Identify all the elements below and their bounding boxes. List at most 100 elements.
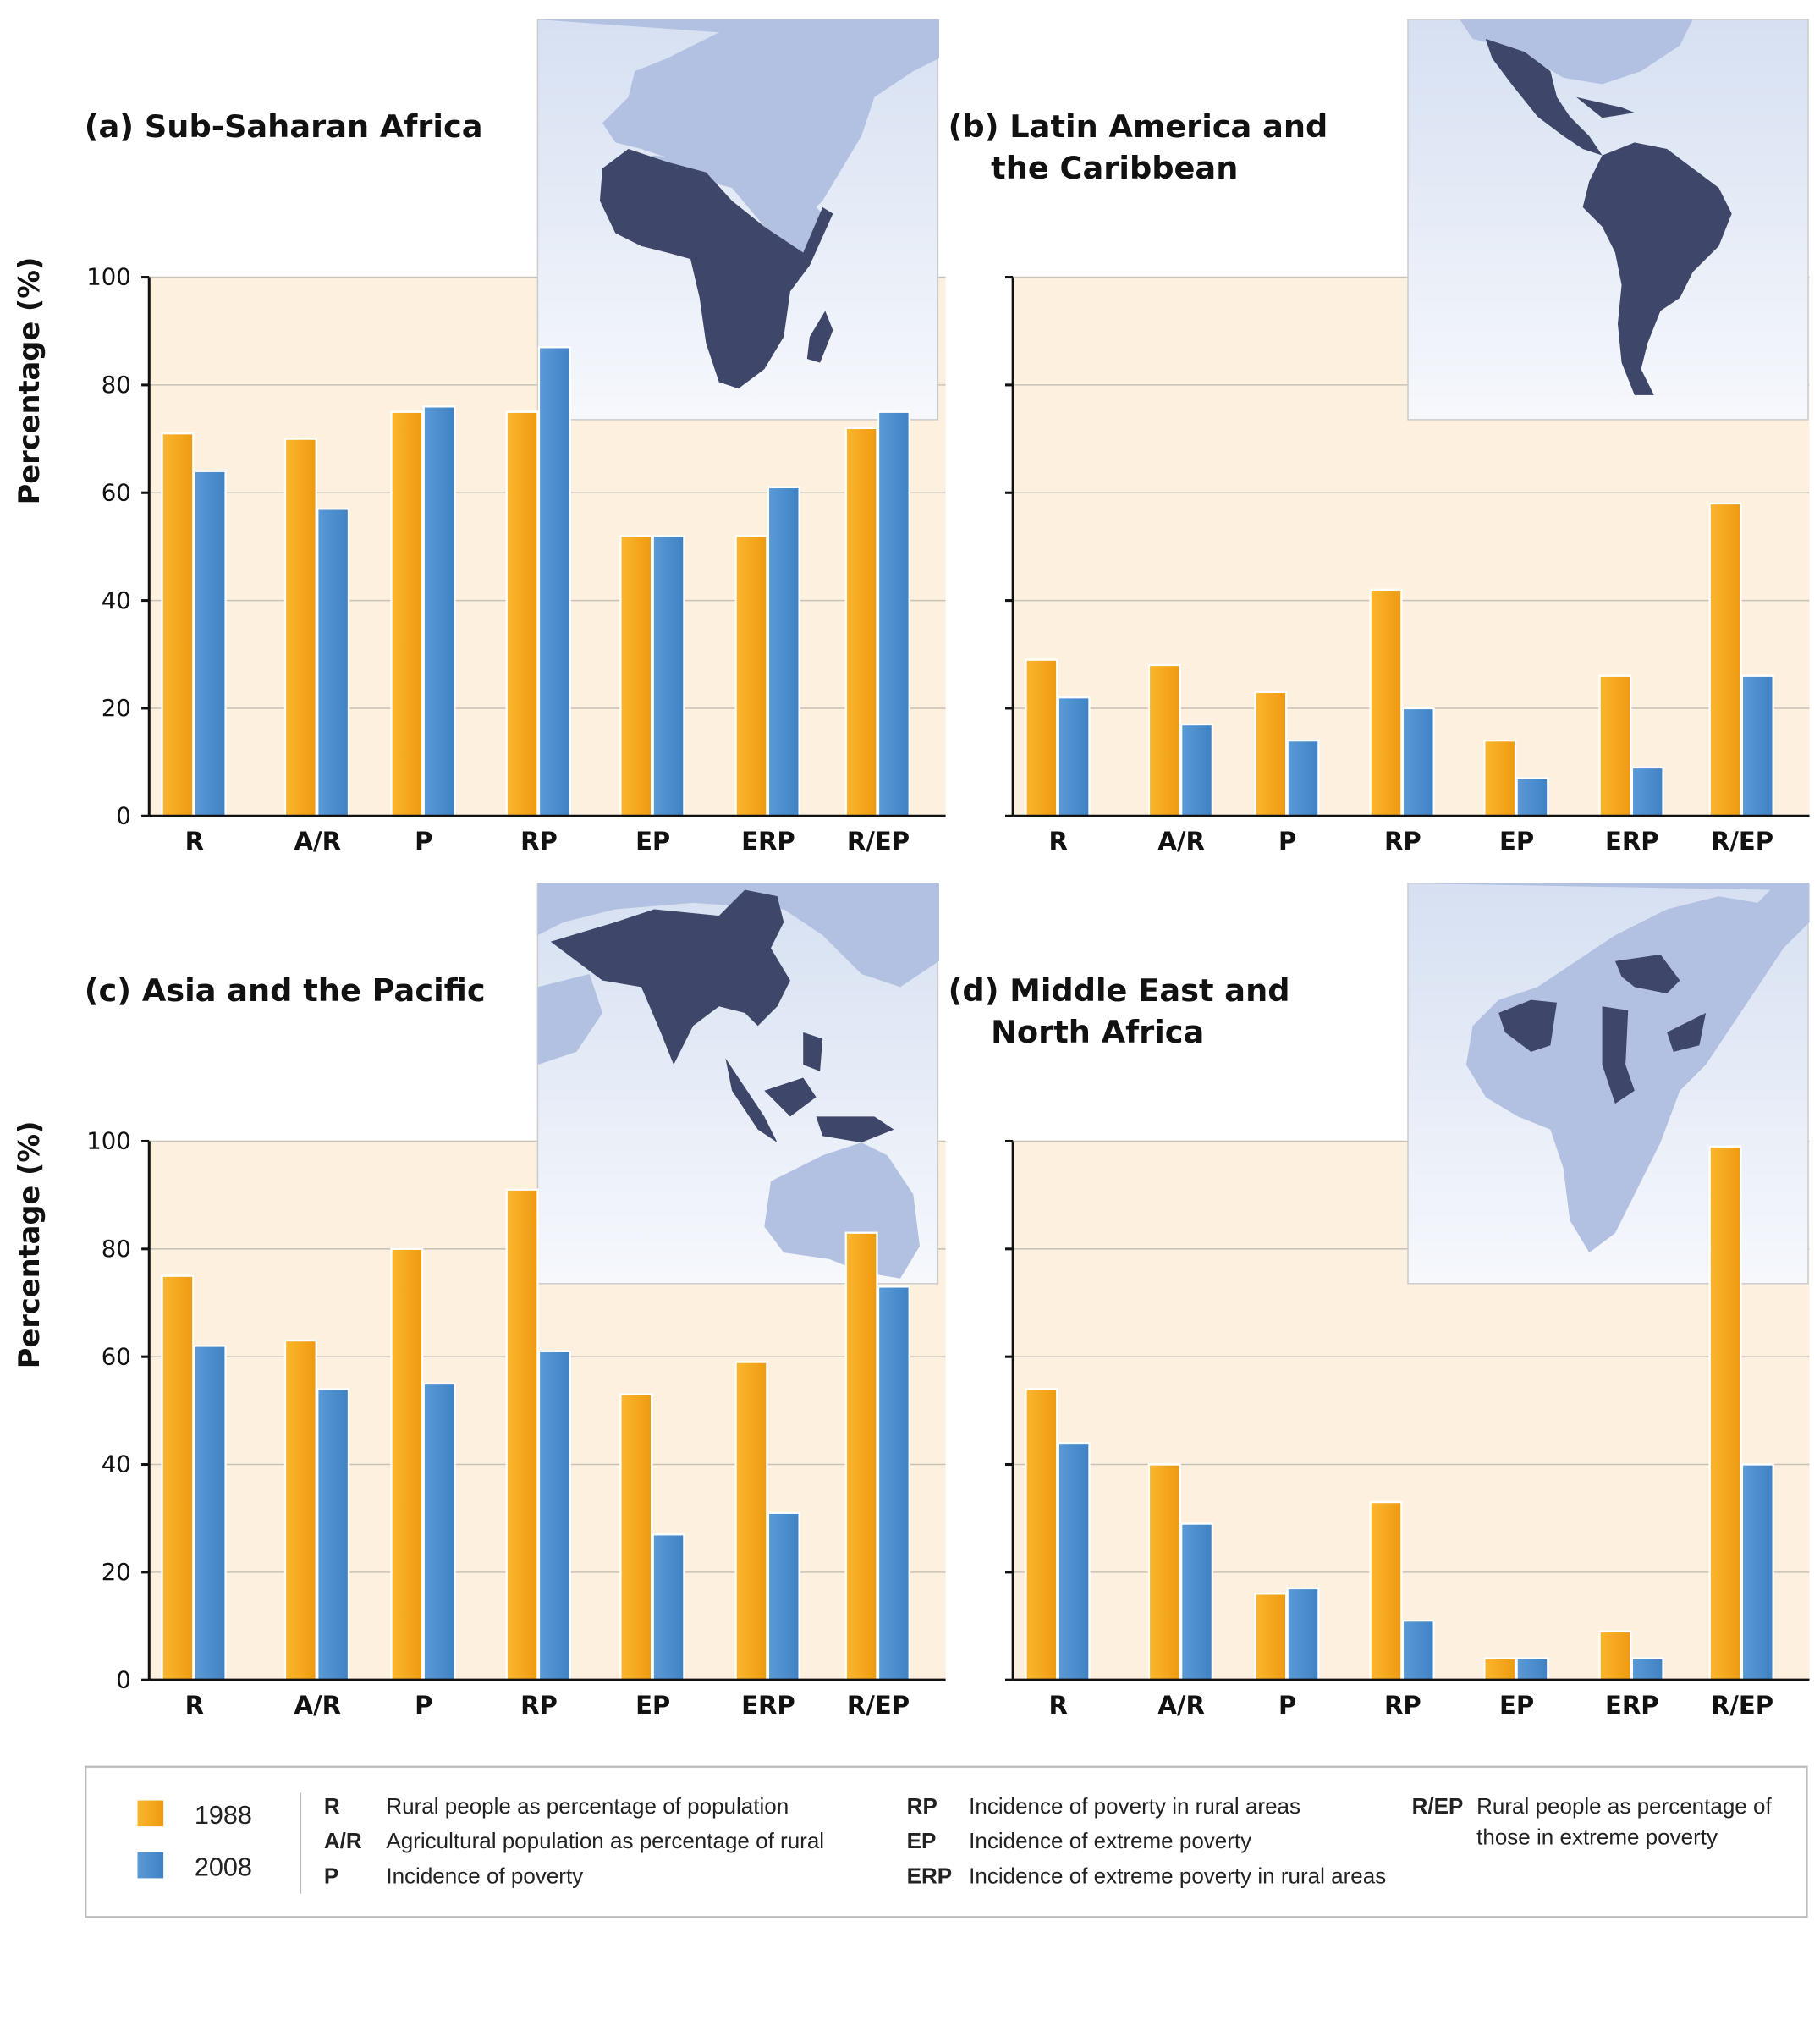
- bar-1988-ep: [1483, 1657, 1517, 1681]
- x-tick-label: R: [185, 1691, 204, 1720]
- x-tick-label: A/R: [294, 1691, 341, 1720]
- bar-1988-rp: [1369, 1500, 1403, 1681]
- bar-2008-ep: [652, 1533, 685, 1681]
- bar-2008-p: [1286, 1587, 1320, 1681]
- map-highlighted-region: [1602, 1006, 1635, 1104]
- bar-2008-r-ep: [877, 410, 910, 817]
- chart-panel-c: 0 20 40 60 80 100 R A/R P RP EP ERP R/EP (c) Asia and…: [13, 883, 946, 1720]
- map-highlighted-region: [550, 889, 790, 1065]
- bar-2008-a-r: [1180, 723, 1214, 817]
- chart-title: (a) Sub-Saharan Africa: [85, 108, 483, 145]
- bar-2008-erp: [767, 1511, 800, 1681]
- x-tick-label: A/R: [294, 827, 341, 856]
- y-tick-label: 0: [116, 802, 131, 829]
- y-tick-label: 40: [102, 587, 131, 614]
- map-land: [537, 19, 939, 227]
- map-highlighted-region: [764, 1077, 817, 1117]
- bar-1988-ep: [1483, 739, 1517, 817]
- map-highlighted-region: [1498, 999, 1558, 1052]
- chart-title: (c) Asia and the Pacific: [85, 972, 486, 1009]
- x-tick-label: RP: [1384, 1691, 1421, 1720]
- y-axis-label: Percentage (%): [13, 257, 46, 505]
- x-tick-label: P: [1278, 827, 1296, 856]
- legend: 1988 2008 R Rural people as percentage of…: [85, 1765, 1808, 1918]
- legend-definition: Rural people as percentage of population: [386, 1793, 789, 1819]
- x-tick-label: R: [1049, 1691, 1068, 1720]
- x-tick-label: A/R: [1157, 827, 1205, 856]
- bar-2008-a-r: [1180, 1522, 1214, 1681]
- bar-1988-r-ep: [844, 427, 878, 817]
- bar-2008-r: [193, 1345, 227, 1681]
- bar-1988-r-ep: [1708, 502, 1742, 817]
- y-tick-label: 40: [102, 1451, 131, 1478]
- x-tick-label: RP: [520, 827, 558, 856]
- y-tick-label: 0: [116, 1666, 131, 1693]
- bar-1988-r: [161, 1274, 195, 1681]
- bar-2008-ep: [652, 535, 685, 817]
- x-tick-label: EP: [1499, 1691, 1534, 1720]
- bar-2008-erp: [1630, 1657, 1664, 1681]
- bar-1988-rp: [505, 410, 539, 817]
- legend-definition: Incidence of poverty in rural areas: [969, 1793, 1300, 1819]
- chart-panel-a: 0 20 40 60 80 100 R A/R P RP EP ERP R/EP (a) Sub-Saha…: [13, 19, 946, 856]
- legend-definition: Incidence of poverty: [386, 1863, 583, 1889]
- map-inset: [536, 883, 939, 1285]
- bar-1988-erp: [1598, 1630, 1632, 1681]
- bar-1988-a-r: [1147, 663, 1181, 817]
- map-land: [1460, 19, 1693, 85]
- bar-2008-r: [193, 470, 227, 817]
- legend-box: [85, 1765, 1808, 1918]
- legend-definition-line2: those in extreme poverty: [1476, 1825, 1718, 1850]
- bar-2008-ep: [1515, 1657, 1549, 1681]
- x-tick-label: R: [1049, 827, 1068, 856]
- x-tick-label: P: [415, 827, 432, 856]
- bar-1988-erp: [734, 535, 768, 817]
- bar-2008-ep: [1515, 777, 1549, 817]
- bar-1988-r-ep: [844, 1231, 878, 1681]
- bar-2008-rp: [537, 346, 571, 817]
- y-tick-label: 100: [86, 1128, 131, 1155]
- map-highlighted-region: [1667, 1012, 1707, 1052]
- chart-title-line2: the Caribbean: [991, 150, 1238, 186]
- x-tick-label: RP: [520, 1691, 558, 1720]
- map-highlighted-region: [806, 311, 833, 363]
- x-tick-label: P: [415, 1691, 432, 1720]
- y-tick-label: 80: [102, 1236, 131, 1263]
- chart-title: (b) Latin America and: [948, 108, 1328, 145]
- x-tick-label: EP: [1499, 827, 1534, 856]
- bar-2008-rp: [537, 1350, 571, 1681]
- bar-1988-r-ep: [1708, 1145, 1742, 1681]
- legend-abbr: P: [324, 1863, 338, 1889]
- bar-2008-r: [1057, 1441, 1091, 1681]
- x-tick-label: ERP: [741, 827, 795, 856]
- map-highlighted-region: [599, 149, 833, 389]
- legend-abbr: A/R: [324, 1828, 362, 1853]
- legend-abbr: R/EP: [1412, 1793, 1464, 1819]
- x-tick-label: ERP: [1605, 827, 1659, 856]
- y-tick-label: 100: [86, 264, 131, 291]
- bar-1988-r: [1025, 658, 1058, 817]
- x-tick-label: R/EP: [847, 827, 910, 856]
- x-tick-label: ERP: [1605, 1691, 1659, 1720]
- bar-2008-rp: [1401, 707, 1435, 817]
- x-tick-label: RP: [1384, 827, 1421, 856]
- legend-abbr: R: [324, 1793, 340, 1819]
- map-inset: [1407, 883, 1810, 1285]
- map-land: [602, 155, 823, 253]
- bar-1988-a-r: [283, 438, 317, 817]
- x-tick-label: R: [185, 827, 204, 856]
- legend-definition: Incidence of extreme poverty in rural ar…: [969, 1863, 1386, 1889]
- x-tick-label: R/EP: [1711, 1691, 1773, 1720]
- bar-2008-a-r: [316, 1388, 350, 1681]
- map-inset: [536, 19, 939, 421]
- x-tick-label: P: [1278, 1691, 1296, 1720]
- bar-2008-r: [1057, 696, 1091, 817]
- map-highlighted-region: [1614, 955, 1680, 993]
- chart-panel-b: R A/R P RP EP ERP R/EP (b) Latin America and the…: [948, 19, 1810, 856]
- bar-1988-ep: [619, 1393, 653, 1681]
- chart-panel-d: R A/R P RP EP ERP R/EP (d) Middle East and North…: [948, 883, 1810, 1720]
- map-land: [537, 883, 939, 988]
- y-axis-label: Percentage (%): [13, 1121, 46, 1369]
- bar-1988-erp: [734, 1361, 768, 1681]
